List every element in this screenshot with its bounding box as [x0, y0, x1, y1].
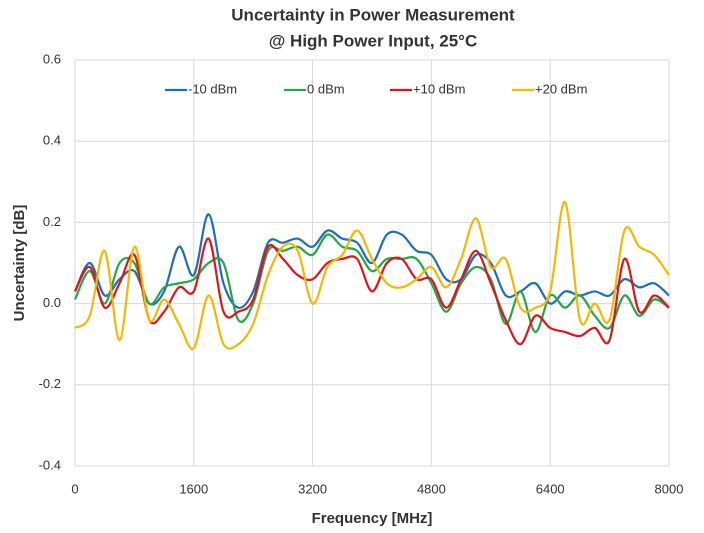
- series-line: [74, 233, 670, 334]
- chart-title: Uncertainty in Power Measurement: [231, 5, 515, 24]
- x-tick-label: 0: [71, 481, 78, 496]
- x-tick-label: 1600: [179, 481, 208, 496]
- chart-subtitle: @ High Power Input, 25°C: [269, 31, 478, 50]
- y-tick-label: 0.2: [43, 214, 61, 229]
- x-tick-label: 3200: [298, 481, 327, 496]
- x-tick-label: 4800: [417, 481, 446, 496]
- legend-label: +20 dBm: [535, 81, 587, 96]
- x-tick-label: 6400: [536, 481, 565, 496]
- x-axis-label: Frequency [MHz]: [312, 510, 433, 527]
- legend-label: +10 dBm: [413, 81, 465, 96]
- legend-label: 0 dBm: [307, 81, 345, 96]
- y-tick-label: 0.0: [43, 295, 61, 310]
- y-tick-label: -0.2: [39, 376, 61, 391]
- x-tick-label: 8000: [655, 481, 684, 496]
- y-tick-label: 0.4: [43, 133, 61, 148]
- series-line: [74, 213, 670, 309]
- y-tick-label: 0.6: [43, 51, 61, 66]
- legend-label: -10 dBm: [188, 81, 237, 96]
- series-line: [74, 237, 670, 346]
- y-axis-label: Uncertainty [dB]: [11, 205, 28, 322]
- y-tick-label: -0.4: [39, 457, 61, 472]
- series-line: [74, 200, 670, 351]
